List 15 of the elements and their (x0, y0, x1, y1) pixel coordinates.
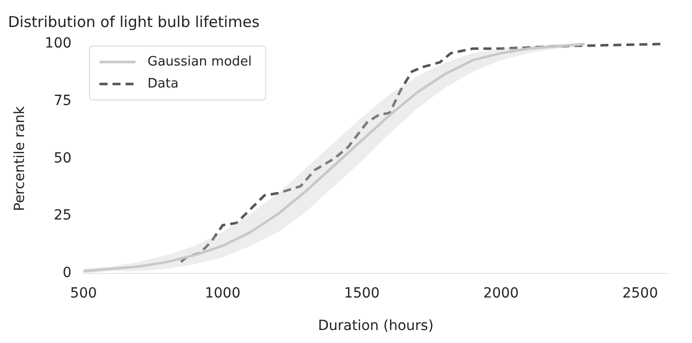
legend-label: Gaussian model (148, 54, 252, 70)
x-tick-label: 1000 (204, 285, 241, 302)
y-tick-label: 100 (44, 36, 72, 52)
x-tick-label: 500 (70, 285, 97, 302)
x-tick-label: 2000 (483, 285, 519, 302)
y-tick-label: 75 (54, 92, 72, 109)
y-tick-label: 25 (54, 208, 72, 224)
chart-title: Distribution of light bulb lifetimes (8, 12, 260, 31)
x-axis-title: Duration (hours) (318, 318, 434, 334)
legend-label: Data (148, 76, 179, 92)
x-tick-label: 1500 (344, 285, 380, 302)
y-tick-label: 50 (54, 150, 72, 166)
x-tick-label: 2500 (622, 285, 658, 302)
y-axis-title: Percentile rank (12, 105, 28, 212)
y-tick-label: 0 (62, 265, 72, 282)
